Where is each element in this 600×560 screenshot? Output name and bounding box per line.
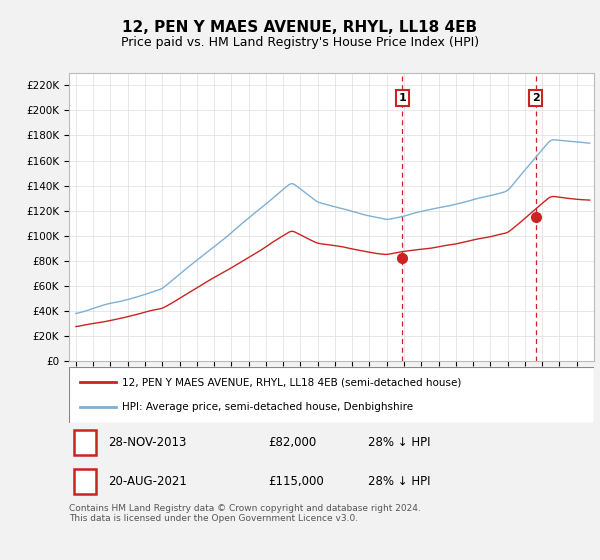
Text: 28% ↓ HPI: 28% ↓ HPI — [368, 475, 431, 488]
Text: 20-AUG-2021: 20-AUG-2021 — [109, 475, 187, 488]
Text: 12, PEN Y MAES AVENUE, RHYL, LL18 4EB: 12, PEN Y MAES AVENUE, RHYL, LL18 4EB — [122, 20, 478, 35]
Text: 1: 1 — [81, 436, 89, 449]
FancyBboxPatch shape — [69, 367, 594, 423]
Text: 28-NOV-2013: 28-NOV-2013 — [109, 436, 187, 449]
Text: HPI: Average price, semi-detached house, Denbighshire: HPI: Average price, semi-detached house,… — [121, 402, 413, 412]
FancyBboxPatch shape — [74, 430, 96, 455]
Text: £82,000: £82,000 — [269, 436, 317, 449]
Text: Contains HM Land Registry data © Crown copyright and database right 2024.
This d: Contains HM Land Registry data © Crown c… — [69, 504, 421, 523]
Text: 2: 2 — [81, 475, 89, 488]
Text: 1: 1 — [398, 93, 406, 103]
Text: 28% ↓ HPI: 28% ↓ HPI — [368, 436, 431, 449]
FancyBboxPatch shape — [74, 469, 96, 494]
Text: £115,000: £115,000 — [269, 475, 324, 488]
Text: 2: 2 — [532, 93, 539, 103]
Text: 12, PEN Y MAES AVENUE, RHYL, LL18 4EB (semi-detached house): 12, PEN Y MAES AVENUE, RHYL, LL18 4EB (s… — [121, 377, 461, 388]
Text: Price paid vs. HM Land Registry's House Price Index (HPI): Price paid vs. HM Land Registry's House … — [121, 36, 479, 49]
